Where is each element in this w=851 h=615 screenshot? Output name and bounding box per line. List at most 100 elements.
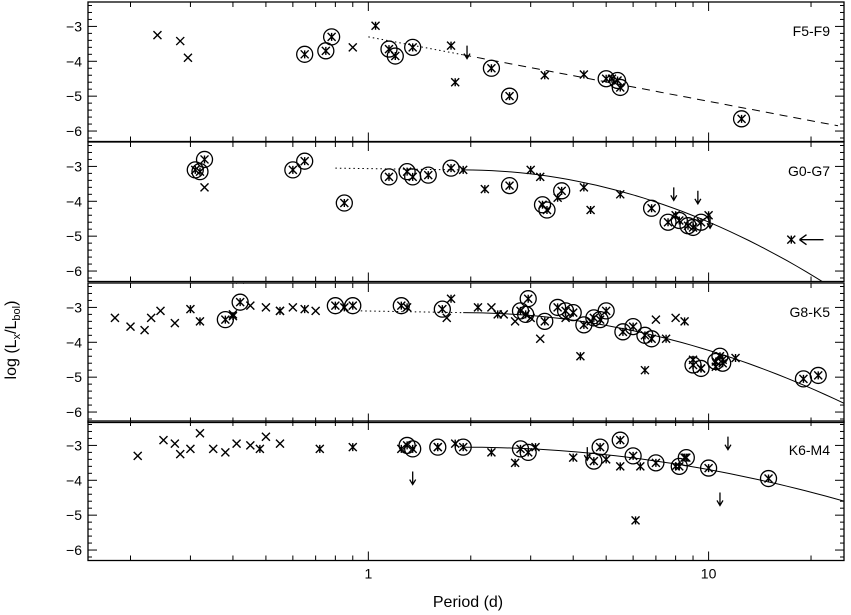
data-point-circle [553, 182, 571, 200]
upper-limit-arrow [463, 45, 471, 60]
data-point-cross [288, 302, 298, 312]
data-point-star [390, 51, 400, 61]
data-point-circle [611, 78, 629, 97]
data-point-cross [442, 313, 452, 323]
data-point-circle [386, 47, 404, 65]
panels: −3−4−5−6F5-F9−3−4−5−6G0-G7−3−4−5−6G8-K5−… [66, 1, 845, 582]
upper-limit-arrow [706, 215, 714, 230]
data-point-circle [677, 448, 695, 467]
data-point-circle [500, 87, 519, 105]
pointer-arrow [799, 234, 824, 246]
data-point-star [696, 217, 706, 227]
data-point-star [628, 322, 638, 332]
data-point-circle [482, 59, 501, 77]
data-point-star [185, 304, 195, 314]
data-point-star [450, 77, 460, 87]
data-point-star [408, 444, 418, 454]
y-tick-label: −6 [66, 542, 82, 558]
data-point-star [651, 458, 661, 468]
data-point-star [195, 167, 205, 177]
data-point-cross [561, 313, 571, 323]
data-point-star [786, 235, 796, 245]
data-point-star [615, 82, 625, 92]
data-point-star [446, 41, 456, 51]
data-point-circle [597, 302, 615, 320]
data-point-star [813, 370, 823, 380]
data-point-cross [348, 42, 358, 52]
y-tick-label: −5 [66, 507, 82, 523]
data-point-star [458, 165, 468, 175]
data-point-cross [245, 440, 255, 450]
data-point-cross [235, 283, 245, 285]
data-point-star [579, 182, 589, 192]
data-point-circle [296, 152, 314, 170]
data-point-circle [699, 459, 718, 477]
upper-limit-arrow [724, 436, 732, 451]
data-point-star [408, 172, 418, 182]
data-point-circle [433, 300, 451, 318]
data-point-cross [156, 306, 165, 316]
data-point-star [300, 49, 310, 59]
data-point-circle [191, 162, 209, 181]
data-point-circle [398, 162, 416, 181]
data-point-star [540, 316, 550, 326]
upper-limit-arrow [716, 492, 724, 507]
data-point-circle [608, 71, 627, 90]
data-point-circle [591, 310, 609, 329]
data-point-cross [261, 432, 271, 442]
data-point-star [348, 442, 358, 452]
data-point-star [601, 74, 611, 84]
x-tick-label: 10 [701, 566, 717, 582]
data-point-circle [216, 310, 235, 329]
data-point-circle [380, 168, 398, 186]
panel-frame [87, 141, 845, 283]
data-point-star [330, 301, 340, 311]
data-point-star [220, 315, 230, 325]
data-point-cross [671, 313, 681, 323]
data-point-star [321, 46, 331, 56]
data-point-star [718, 358, 728, 368]
data-point-star [579, 70, 589, 80]
data-point-star [557, 186, 567, 196]
y-tick-label: −4 [66, 472, 82, 488]
data-point-star [681, 453, 691, 463]
data-point-circle [692, 359, 710, 378]
data-point-circle [454, 438, 472, 456]
data-point-star [731, 353, 741, 363]
plot-area [186, 150, 824, 282]
data-point-star [396, 301, 406, 311]
data-point-star [575, 351, 585, 361]
data-point-star [339, 198, 349, 208]
data-point-star [523, 294, 533, 304]
data-point-circle [591, 438, 609, 456]
data-point-star [446, 294, 456, 304]
data-point-star [255, 444, 265, 454]
data-point-circle [624, 317, 642, 336]
y-tick-label: −6 [66, 404, 82, 420]
data-point-star [798, 374, 808, 384]
plot-area [110, 283, 844, 404]
data-point-circle [392, 297, 410, 315]
data-point-star [505, 91, 515, 101]
data-point-circle [564, 303, 582, 322]
fit-curve [463, 169, 824, 282]
data-point-star [589, 456, 599, 466]
panel-frame [87, 1, 845, 143]
data-point-star [315, 444, 325, 454]
data-point-circle [296, 45, 314, 63]
data-point-star [647, 203, 657, 213]
data-point-cross [152, 30, 162, 40]
data-point-star [458, 442, 468, 452]
panel-frame [87, 420, 845, 562]
data-point-star [473, 302, 483, 312]
data-point-cross [175, 36, 185, 46]
fit-line-dotted [360, 310, 464, 314]
data-point-circle [711, 347, 729, 365]
y-tick-label: −4 [66, 334, 82, 350]
panel-frame [87, 282, 845, 424]
data-point-circle [519, 443, 537, 462]
data-point-circle [624, 447, 642, 465]
data-point-circle [326, 297, 345, 315]
y-tick-label: −3 [66, 299, 82, 315]
